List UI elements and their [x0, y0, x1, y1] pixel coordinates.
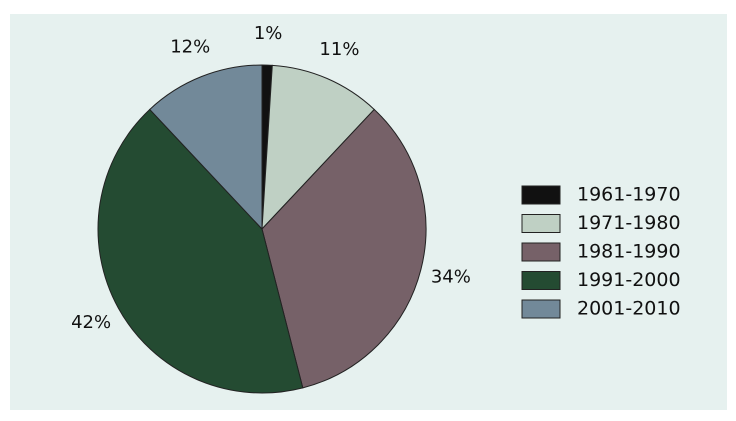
data-label: 34% — [431, 266, 471, 287]
legend-swatch — [521, 185, 561, 205]
pie-slice — [261, 108, 427, 389]
legend-label: 2001-2010 — [577, 298, 681, 320]
pie-slice — [97, 108, 304, 394]
legend-swatch — [521, 299, 561, 319]
legend-swatch — [521, 214, 561, 233]
data-label: 42% — [71, 312, 111, 333]
data-label: 11% — [319, 39, 359, 60]
legend-swatch — [521, 242, 561, 262]
data-label: 1% — [254, 23, 283, 44]
legend-label: 1961-1970 — [577, 184, 681, 206]
pie-slice — [261, 64, 375, 231]
pie-slice — [149, 64, 263, 231]
legend-label: 1991-2000 — [577, 269, 681, 291]
legend-label: 1971-1980 — [577, 212, 681, 234]
data-label: 12% — [170, 37, 210, 58]
legend-swatch — [521, 271, 561, 290]
legend-label: 1981-1990 — [577, 241, 681, 263]
